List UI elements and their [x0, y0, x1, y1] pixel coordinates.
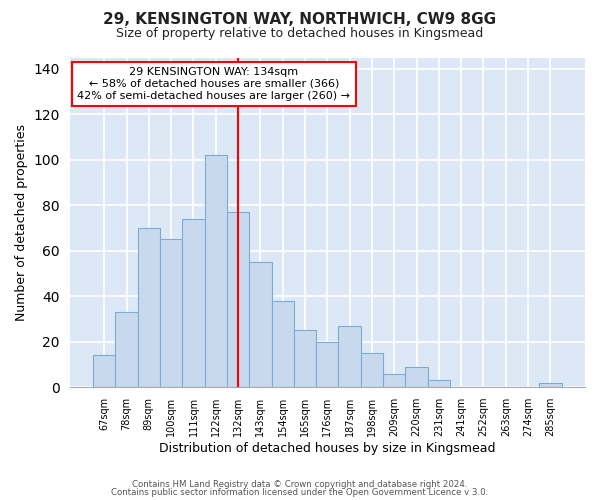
Text: Size of property relative to detached houses in Kingsmead: Size of property relative to detached ho…	[116, 28, 484, 40]
Bar	[272, 301, 294, 387]
Bar	[227, 212, 249, 387]
Bar	[383, 374, 406, 387]
Bar	[428, 380, 450, 387]
Y-axis label: Number of detached properties: Number of detached properties	[15, 124, 28, 321]
Text: 29 KENSINGTON WAY: 134sqm
← 58% of detached houses are smaller (366)
42% of semi: 29 KENSINGTON WAY: 134sqm ← 58% of detac…	[77, 68, 350, 100]
Text: Contains HM Land Registry data © Crown copyright and database right 2024.: Contains HM Land Registry data © Crown c…	[132, 480, 468, 489]
Bar	[115, 312, 137, 387]
Bar	[137, 228, 160, 387]
Text: Contains public sector information licensed under the Open Government Licence v : Contains public sector information licen…	[112, 488, 488, 497]
Bar	[539, 382, 562, 387]
Bar	[361, 353, 383, 387]
Bar	[160, 240, 182, 387]
Bar	[316, 342, 338, 387]
X-axis label: Distribution of detached houses by size in Kingsmead: Distribution of detached houses by size …	[159, 442, 496, 455]
Bar	[93, 356, 115, 387]
Bar	[406, 367, 428, 387]
Bar	[205, 156, 227, 387]
Bar	[249, 262, 272, 387]
Bar	[294, 330, 316, 387]
Text: 29, KENSINGTON WAY, NORTHWICH, CW9 8GG: 29, KENSINGTON WAY, NORTHWICH, CW9 8GG	[103, 12, 497, 28]
Bar	[182, 219, 205, 387]
Bar	[338, 326, 361, 387]
